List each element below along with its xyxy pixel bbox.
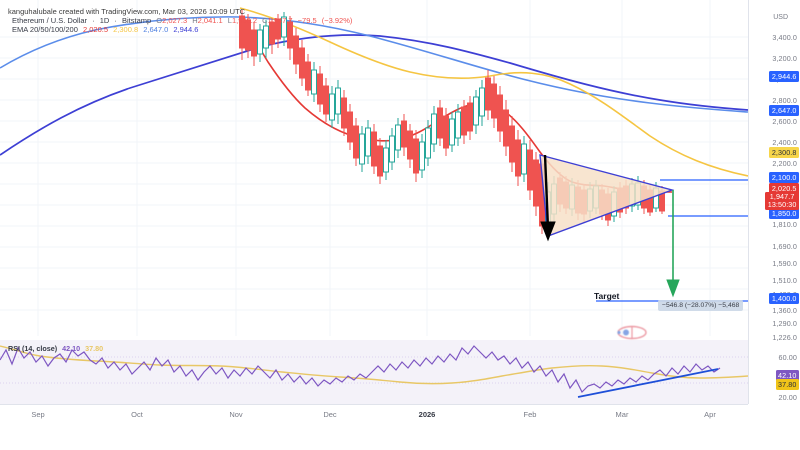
price-axis[interactable]: USD 3,400.03,200.03,000.02,800.02,600.02… (748, 0, 800, 404)
rsi-line (0, 345, 721, 394)
symbol-interval[interactable]: 1D (99, 16, 110, 25)
rsi-axis-value-pill[interactable]: 37.80 (775, 379, 799, 391)
footer-bar: TradingView (0, 424, 800, 450)
price-axis-tick: 2,600.0 (772, 117, 797, 126)
price-axis-tick: 1,226.0 (772, 333, 797, 342)
rsi-ma-line (0, 345, 748, 385)
ohlc-l-label: L (227, 16, 232, 25)
rsi-legend-value: 42.10 (62, 344, 81, 353)
ohlc-h-value: 2,041.1 (197, 16, 223, 25)
price-axis-value-pill[interactable]: 2,100.0 (769, 172, 799, 184)
time-axis-tick: Feb (523, 410, 537, 419)
price-axis-tick: 2,200.0 (772, 159, 797, 168)
price-axis-value-pill[interactable]: 2,944.6 (769, 71, 799, 83)
price-axis-value-pill[interactable]: 2,647.0 (769, 105, 799, 117)
ohlc-change: −79.5 (297, 16, 317, 25)
ohlc-o-value: 2,027.3 (162, 16, 188, 25)
ohlc-c-label: C (262, 16, 268, 25)
rsi-legend-ma-value: 37.80 (85, 344, 104, 353)
price-axis-tick: 3,200.0 (772, 54, 797, 63)
time-axis-tick: Mar (615, 410, 629, 419)
ema-100-value: 2,647.0 (143, 25, 169, 34)
ema-100-line (0, 16, 748, 113)
flagpole-down-arrow (540, 154, 556, 242)
last-price-value: 1,947.7 (769, 192, 795, 202)
time-axis-tick: Oct (131, 410, 143, 419)
chart-badge-emblem (617, 325, 647, 340)
ema-legend[interactable]: EMA 20/50/100/200 2,020.5 2,300.8 2,647.… (12, 25, 198, 34)
symbol-exchange: Bitstamp (122, 16, 152, 25)
ema-20-value: 2,020.5 (82, 25, 109, 34)
price-axis-tick: 2,800.0 (772, 96, 797, 105)
price-axis-tick: 3,400.0 (772, 33, 797, 42)
price-chart-svg (0, 0, 748, 336)
symbol-legend[interactable]: Ethereum / U.S. Dollar · 1D · Bitstamp O… (12, 16, 352, 25)
symbol-sep-1: · (92, 16, 95, 25)
measured-move-tooltip: −546.8 (−28.07%) −5,468 (658, 300, 744, 311)
last-price-pill[interactable]: 1,947.7 13:50:30 (765, 192, 799, 211)
rsi-axis-tick: 60.00 (778, 353, 797, 362)
ohlc-l-value: 1,939.2 (231, 16, 257, 25)
watermark-attribution: kanguhalubale created with TradingView.c… (8, 7, 246, 16)
rsi-indicator-pane[interactable] (0, 340, 748, 404)
time-axis-tick: Apr (704, 410, 716, 419)
price-axis-tick: 2,400.0 (772, 138, 797, 147)
price-axis-value-pill[interactable]: 2,020.5 (769, 183, 799, 195)
price-axis-value-pill[interactable]: 1,850.0 (769, 208, 799, 220)
rsi-axis-value-pill[interactable]: 42.10 (775, 370, 799, 382)
ema-50-value: 2,300.8 (113, 25, 139, 34)
price-axis-tick: 1,510.0 (772, 276, 797, 285)
price-axis-value-pill[interactable]: 2,300.8 (769, 147, 799, 159)
price-axis-tick: 1,690.0 (772, 242, 797, 251)
price-axis-unit: USD (773, 14, 788, 21)
projection-down-arrow (666, 190, 680, 298)
price-axis-value-pill[interactable]: 1,400.0 (769, 293, 799, 305)
ema-200-value: 2,944.6 (173, 25, 199, 34)
rsi-shaded-band (0, 340, 748, 404)
ohlc-c-value: 1,947.7 (267, 16, 293, 25)
ema-legend-title: EMA 20/50/100/200 (12, 25, 78, 34)
rsi-axis-tick: 20.00 (778, 393, 797, 402)
time-axis-tick: 2026 (418, 410, 436, 419)
price-chart-pane[interactable] (0, 0, 748, 336)
ohlc-o-label: O (156, 16, 163, 25)
price-axis-tick: 1,810.0 (772, 220, 797, 229)
ema-50-line (239, 7, 748, 177)
price-axis-tick: 1,360.0 (772, 306, 797, 315)
symbol-sep-2: · (114, 16, 117, 25)
rsi-chart-svg (0, 345, 748, 398)
ema-200-line (0, 34, 748, 156)
rsi-trendline (577, 368, 719, 398)
bar-countdown: 13:50:30 (767, 200, 797, 210)
target-annotation-label[interactable]: Target (594, 291, 620, 301)
symbol-name: Ethereum / U.S. Dollar (12, 16, 88, 25)
ohlc-h-label: H (192, 16, 198, 25)
time-axis-tick: Dec (323, 410, 337, 419)
rsi-legend[interactable]: RSI (14, close) 42.10 37.80 (8, 344, 103, 353)
time-axis-tick: Sep (31, 410, 45, 419)
ohlc-change-pct: (−3.92%) (321, 16, 353, 25)
time-axis-tick: Nov (229, 410, 243, 419)
price-axis-tick: 1,290.0 (772, 319, 797, 328)
time-axis[interactable]: Sep Oct Nov Dec 2026 Feb Mar Apr (0, 404, 748, 424)
symmetrical-triangle-pattern (539, 154, 675, 237)
price-axis-tick: 1,590.0 (772, 259, 797, 268)
rsi-legend-title: RSI (14, close) (8, 344, 58, 353)
